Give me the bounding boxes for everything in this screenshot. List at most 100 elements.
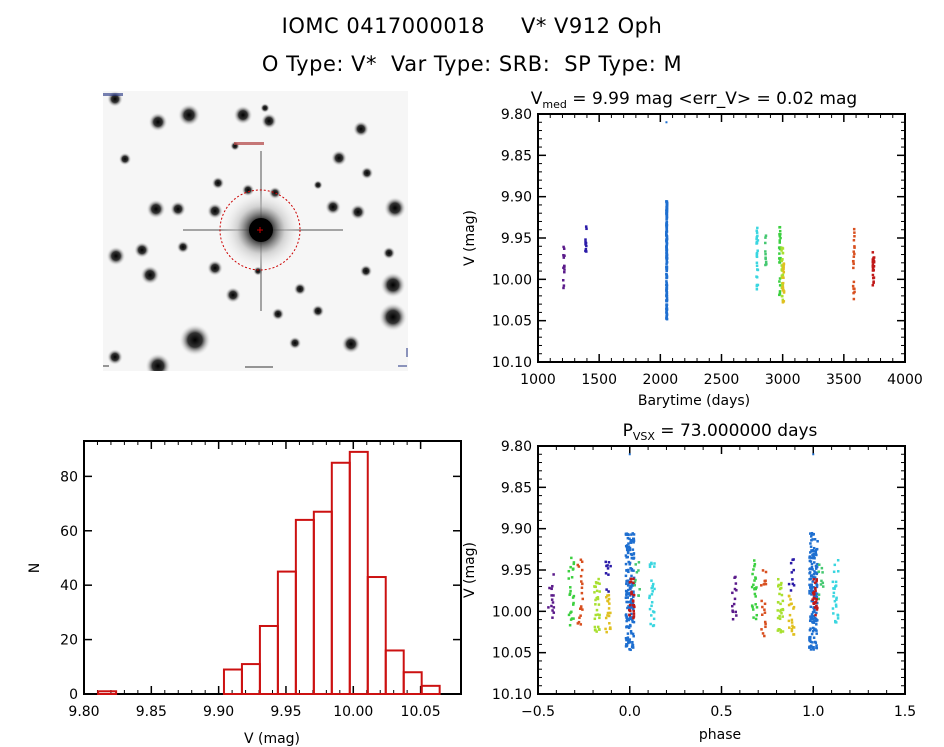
data-point	[778, 252, 781, 255]
data-point	[779, 256, 782, 260]
data-point	[851, 284, 855, 288]
data-point	[665, 202, 669, 205]
data-point	[781, 246, 784, 250]
data-point	[755, 235, 759, 239]
data-point	[756, 283, 760, 287]
otype-label: O Type: V*	[261, 52, 377, 76]
data-point	[778, 258, 782, 261]
data-point	[665, 303, 668, 307]
y-tick-label: 10.10	[492, 355, 532, 371]
data-point	[852, 255, 856, 258]
data-point	[764, 263, 767, 267]
data-point	[665, 287, 669, 290]
object-name: V* V912 Oph	[520, 14, 663, 38]
data-point	[782, 262, 786, 265]
data-point	[665, 316, 668, 320]
data-point	[871, 251, 875, 254]
field-star	[261, 113, 277, 129]
data-point	[871, 266, 875, 270]
data-point	[871, 264, 875, 268]
data-point	[764, 236, 767, 239]
y-tick-label: 9.85	[501, 148, 532, 164]
x-tick-label: 3000	[765, 372, 801, 388]
field-star	[134, 242, 150, 258]
field-star	[311, 304, 325, 318]
plot-frame	[537, 113, 906, 363]
target-label-mark	[234, 142, 264, 145]
data-point	[780, 268, 783, 271]
field-star	[350, 204, 366, 220]
vartype-label: Var Type: SRB:	[390, 52, 551, 76]
data-point	[665, 249, 668, 252]
data-point	[755, 229, 759, 233]
data-point	[755, 231, 759, 234]
data-point	[585, 227, 588, 231]
field-star	[146, 199, 166, 219]
x-tick-label: 1000	[520, 372, 556, 388]
data-point	[562, 286, 565, 290]
field-star	[106, 246, 126, 266]
data-point	[756, 239, 760, 242]
light-curve-ylabel: V (mag)	[462, 210, 478, 266]
field-star	[207, 203, 223, 219]
data-point	[781, 300, 785, 303]
data-point	[778, 284, 782, 287]
x-tick-label: 2500	[704, 372, 740, 388]
data-point	[852, 280, 856, 284]
data-point	[665, 212, 668, 215]
data-point	[665, 262, 668, 266]
field-star	[353, 121, 369, 137]
y-tick-label: 10.00	[492, 272, 532, 288]
light-curve-xlabel: Barytime (days)	[638, 393, 750, 409]
data-point	[764, 241, 767, 245]
data-point	[665, 291, 669, 294]
data-point	[778, 226, 781, 229]
y-tick-label: 9.95	[501, 231, 532, 247]
field-star	[271, 307, 285, 321]
data-point	[665, 233, 668, 236]
data-point	[852, 227, 856, 231]
target-circle	[219, 189, 301, 271]
field-star	[107, 349, 123, 365]
x-tick-label: 2000	[643, 372, 679, 388]
data-point	[562, 247, 566, 250]
data-point	[778, 280, 781, 283]
data-point	[584, 241, 588, 245]
data-point	[665, 215, 668, 218]
field-star	[260, 103, 270, 113]
data-point	[779, 233, 782, 236]
data-point	[665, 241, 669, 245]
data-point	[782, 265, 785, 268]
field-star	[288, 336, 302, 350]
data-point	[584, 243, 587, 246]
data-point	[665, 297, 669, 300]
data-point	[853, 235, 856, 238]
data-point	[665, 218, 668, 221]
data-point	[755, 261, 759, 265]
data-point	[779, 236, 782, 240]
field-star	[140, 265, 160, 285]
data-point	[780, 259, 783, 263]
field-star	[211, 176, 225, 190]
data-point	[585, 250, 588, 253]
data-point	[778, 241, 782, 244]
x-tick-label: 4000	[887, 372, 923, 388]
data-point	[584, 225, 588, 228]
data-point	[665, 276, 668, 280]
field-star	[233, 105, 253, 125]
data-point	[756, 249, 759, 252]
corner-label-mark	[103, 93, 123, 96]
data-point	[665, 259, 669, 262]
field-stars	[106, 91, 408, 371]
data-point	[781, 258, 784, 261]
data-point	[872, 256, 876, 259]
data-point	[778, 239, 782, 242]
data-point	[778, 229, 782, 233]
data-point	[872, 260, 876, 264]
data-point	[778, 290, 782, 293]
data-point	[782, 288, 785, 292]
data-point	[777, 246, 781, 249]
scale-label-mark	[245, 366, 273, 368]
data-point	[778, 277, 782, 280]
